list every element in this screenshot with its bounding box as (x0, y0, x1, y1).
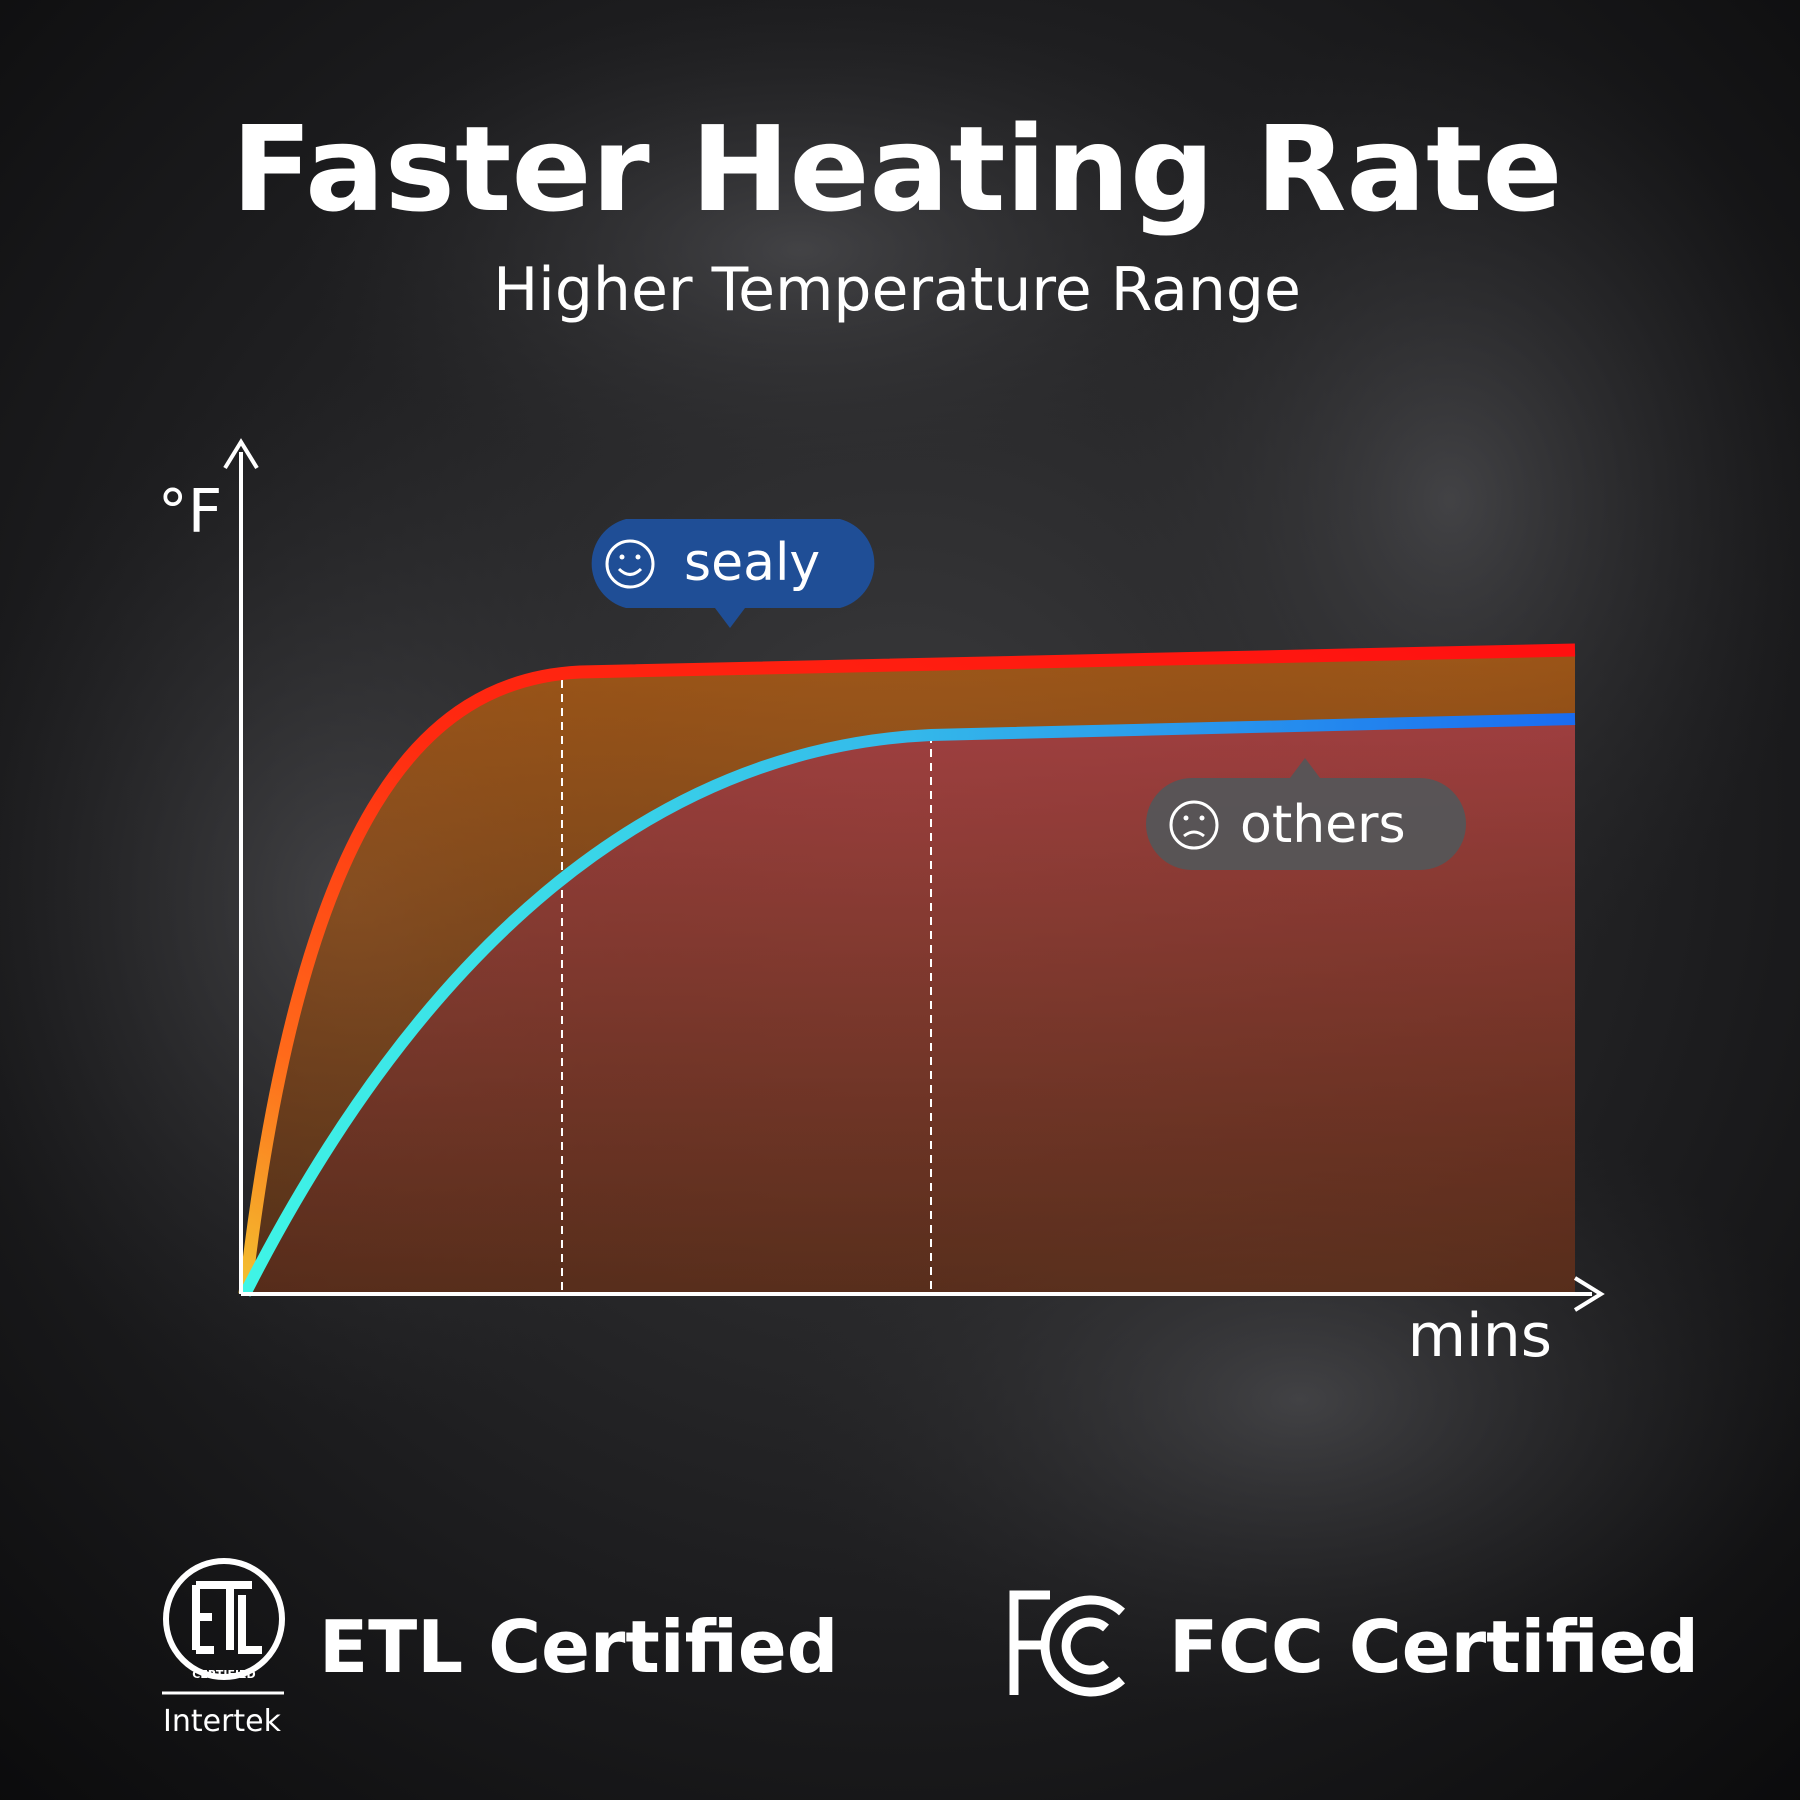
etl-logo-text: CERTIFIED (192, 1668, 255, 1681)
background-blob (300, 0, 1300, 500)
x-axis-label: mins (1408, 1301, 1552, 1371)
fcc-c-outer (1040, 1595, 1126, 1697)
smile-mouth (617, 567, 643, 576)
title: Faster Heating Rate (231, 100, 1562, 238)
sealy-tag: sealy (591, 519, 875, 628)
tag-bubble (591, 519, 875, 628)
fcc-f (1009, 1590, 1050, 1695)
etl-mark (192, 1581, 262, 1654)
others-tag: others (1146, 758, 1466, 870)
x-arrow (1573, 1276, 1605, 1312)
smile-icon (605, 539, 655, 589)
etl-ring (163, 1558, 285, 1680)
sealy-label: sealy (684, 533, 820, 593)
smile-eye (619, 554, 625, 560)
subtitle: Higher Temperature Range (493, 255, 1301, 325)
frown-eye (1199, 815, 1205, 821)
frown-eye (1183, 815, 1189, 821)
frown-mouth (1183, 830, 1205, 838)
fcc-label: FCC Certified (1169, 1605, 1699, 1689)
etl-badge: CERTIFIED Intertek ETL Certified (162, 1558, 838, 1739)
sealy-curve (238, 643, 1576, 1295)
y-axis-label: °F (158, 477, 223, 547)
y-arrow (223, 438, 259, 470)
frown-icon (1169, 800, 1219, 850)
others-label: others (1240, 795, 1406, 855)
others-curve (239, 713, 1576, 1297)
smile-eye (635, 554, 641, 560)
etl-maker: Intertek (163, 1704, 282, 1739)
fcc-badge: FCC Certified (1009, 1590, 1699, 1697)
etl-label: ETL Certified (319, 1605, 838, 1689)
fcc-c-inner (1061, 1617, 1109, 1675)
tag-bubble (1146, 758, 1466, 870)
